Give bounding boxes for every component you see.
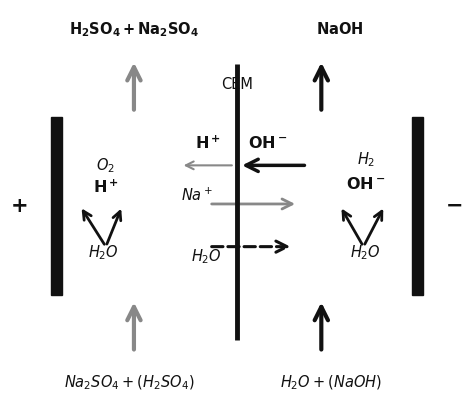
Bar: [52, 117, 62, 295]
Text: $\mathbf{H_2SO_4 + Na_2SO_4}$: $\mathbf{H_2SO_4 + Na_2SO_4}$: [69, 20, 199, 39]
Text: $\mathbf{NaOH}$: $\mathbf{NaOH}$: [316, 21, 364, 37]
Bar: [412, 117, 422, 295]
Text: CEM: CEM: [221, 77, 253, 91]
Text: $\mathbf{H^+}$: $\mathbf{H^+}$: [194, 134, 220, 152]
Text: $Na_2SO_4 + (H_2SO_4)$: $Na_2SO_4 + (H_2SO_4)$: [64, 374, 194, 392]
Text: −: −: [446, 196, 464, 216]
Text: +: +: [10, 196, 28, 216]
Text: $O_2$: $O_2$: [96, 156, 115, 175]
Text: $H_2O$: $H_2O$: [350, 243, 381, 262]
Text: $\mathbf{OH^-}$: $\mathbf{OH^-}$: [248, 135, 287, 151]
Text: $\mathbf{H^+}$: $\mathbf{H^+}$: [93, 179, 119, 197]
Text: $\mathbf{OH^-}$: $\mathbf{OH^-}$: [346, 176, 385, 192]
Text: $H_2O$: $H_2O$: [191, 248, 222, 266]
Text: $H_2O$: $H_2O$: [88, 243, 119, 262]
Text: $H_2$: $H_2$: [356, 150, 375, 169]
Text: $Na^+$: $Na^+$: [181, 187, 213, 204]
Text: $H_2O + (NaOH)$: $H_2O + (NaOH)$: [280, 374, 382, 392]
